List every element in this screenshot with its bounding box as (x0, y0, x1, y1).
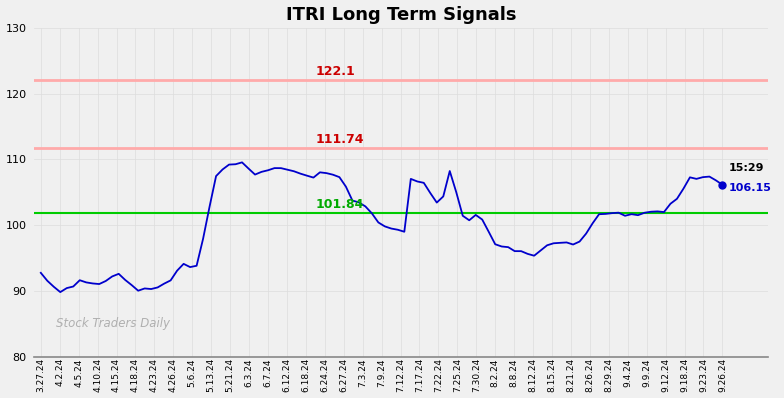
Text: 106.15: 106.15 (729, 183, 771, 193)
Text: 122.1: 122.1 (316, 65, 356, 78)
Text: 15:29: 15:29 (729, 163, 764, 173)
Text: 101.84: 101.84 (316, 198, 365, 211)
Text: Stock Traders Daily: Stock Traders Daily (56, 318, 170, 330)
Text: 111.74: 111.74 (316, 133, 365, 146)
Title: ITRI Long Term Signals: ITRI Long Term Signals (286, 6, 517, 23)
